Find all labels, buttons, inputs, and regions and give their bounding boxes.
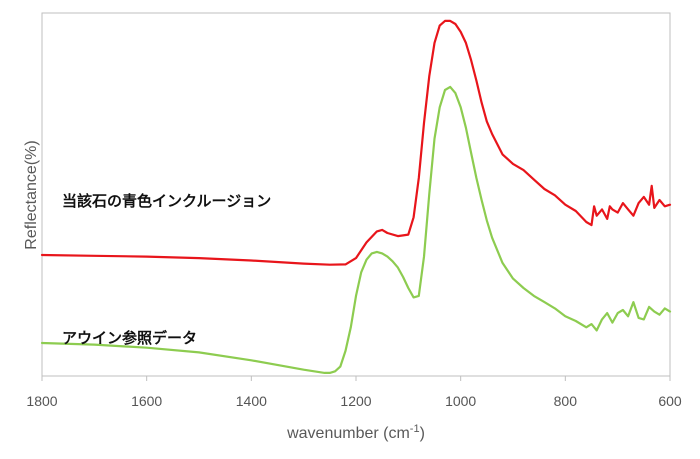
- x-tick-label: 1200: [340, 393, 371, 409]
- x-tick-label: 600: [658, 393, 682, 409]
- x-axis: 1800 1600 1400 1200 1000 800 600: [26, 376, 682, 409]
- series-line-1: [40, 19, 672, 266]
- y-axis-title: Reflectance(%): [23, 140, 40, 249]
- x-tick-label: 1000: [445, 393, 476, 409]
- x-tick-label: 800: [554, 393, 578, 409]
- x-tick-label: 1600: [131, 393, 162, 409]
- x-axis-title: wavenumber (cm-1): [286, 423, 425, 442]
- x-tick-label: 1800: [26, 393, 57, 409]
- annotation-reference: アウイン参照データ: [62, 329, 197, 347]
- x-axis-title-close: ): [420, 425, 425, 442]
- series-line-2: [40, 85, 672, 374]
- series-layer: [40, 19, 672, 374]
- annotation-inclusion: 当該石の青色インクルージョン: [62, 192, 271, 210]
- x-tick-label: 1400: [236, 393, 267, 409]
- x-axis-title-main: wavenumber (cm: [286, 425, 410, 442]
- x-axis-title-sup: -1: [410, 423, 420, 435]
